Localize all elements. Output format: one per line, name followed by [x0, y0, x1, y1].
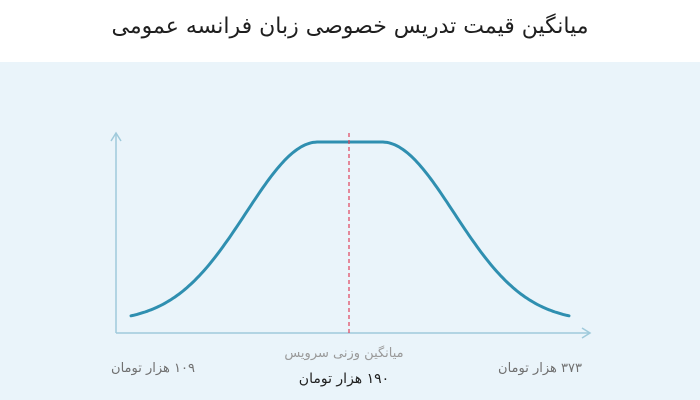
mean-caption: میانگین وزنی سرویس: [284, 345, 403, 361]
title-band: میانگین قیمت تدریس خصوصی زبان فرانسه عمو…: [0, 0, 700, 62]
x-axis-arrow: [581, 327, 592, 339]
min-price-label: ۱۰۹ هزار تومان: [111, 361, 195, 376]
max-price-label: ۳۷۳ هزار تومان: [498, 361, 582, 376]
y-axis-arrow: [110, 131, 122, 142]
distribution-curve: [129, 140, 571, 318]
chart-title: میانگین قیمت تدریس خصوصی زبان فرانسه عمو…: [111, 14, 589, 39]
mean-price-label: ۱۹۰ هزار تومان: [299, 371, 389, 387]
